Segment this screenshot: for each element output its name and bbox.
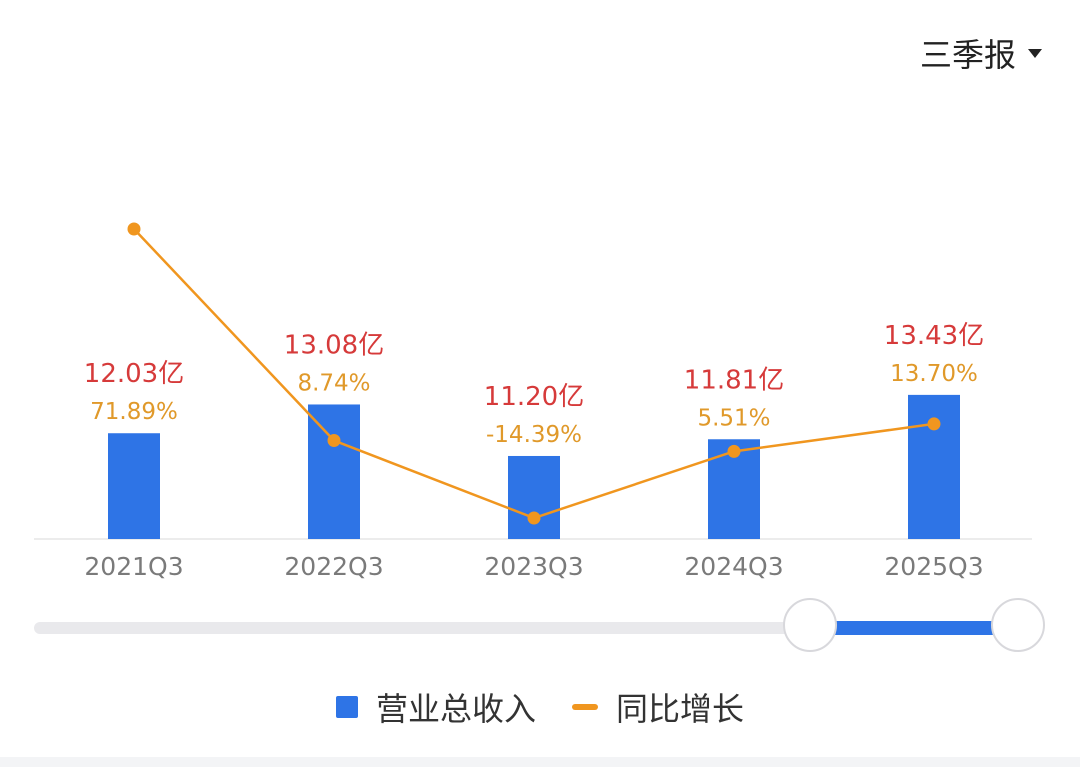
revenue-label-2023Q3: 11.20亿 (484, 382, 584, 412)
growth-swatch-icon (572, 704, 598, 710)
revenue-label-2025Q3: 13.43亿 (884, 321, 984, 351)
growth-label-2022Q3: 8.74% (297, 370, 370, 396)
x-tick-label-2024Q3: 2024Q3 (684, 552, 783, 581)
x-tick-label-2023Q3: 2023Q3 (484, 552, 583, 581)
revenue-swatch-icon (335, 696, 358, 718)
growth-point-2021Q3[interactable] (127, 222, 141, 236)
range-slider-track[interactable] (34, 622, 816, 634)
revenue-label-2021Q3: 12.03亿 (84, 359, 184, 389)
legend-item-revenue[interactable]: 营业总收入 (335, 684, 536, 730)
growth-label-2024Q3: 5.51% (697, 405, 770, 431)
report-period-dropdown[interactable]: 三季报 (920, 30, 1042, 76)
range-slider-left-handle[interactable] (783, 598, 837, 652)
revenue-bar-2025Q3[interactable] (908, 394, 960, 539)
x-tick-label-2025Q3: 2025Q3 (884, 552, 983, 581)
growth-point-2025Q3[interactable] (927, 417, 941, 431)
range-slider[interactable] (0, 590, 1080, 670)
bottom-divider (0, 757, 1080, 767)
growth-label-2021Q3: 71.89% (90, 399, 178, 425)
growth-point-2024Q3[interactable] (727, 444, 741, 458)
x-tick-label-2022Q3: 2022Q3 (284, 552, 383, 581)
legend-label-growth: 同比增长 (616, 690, 745, 728)
revenue-bar-2021Q3[interactable] (108, 433, 160, 539)
chart-legend: 营业总收入 同比增长 (0, 684, 1080, 730)
revenue-label-2024Q3: 11.81亿 (684, 365, 784, 395)
growth-label-2023Q3: -14.39% (486, 422, 582, 448)
revenue-bar-2022Q3[interactable] (308, 404, 360, 539)
chevron-down-icon (1028, 48, 1042, 58)
report-period-label: 三季报 (919, 36, 1016, 74)
revenue-bar-line-chart: 12.03亿 71.89% 13.08亿 8.74% 11.20亿 -14.39% 11.8… (34, 222, 1032, 581)
revenue-label-2022Q3: 13.08亿 (284, 330, 384, 360)
legend-label-revenue: 营业总收入 (375, 690, 536, 728)
revenue-bar-2023Q3[interactable] (508, 455, 560, 539)
growth-label-2025Q3: 13.70% (890, 361, 978, 387)
range-slider-right-handle[interactable] (991, 598, 1045, 652)
range-slider-selection[interactable] (812, 621, 1020, 635)
growth-point-2022Q3[interactable] (327, 434, 341, 448)
growth-point-2023Q3[interactable] (527, 511, 541, 525)
legend-item-growth[interactable]: 同比增长 (572, 684, 744, 730)
x-tick-label-2021Q3: 2021Q3 (84, 552, 183, 581)
